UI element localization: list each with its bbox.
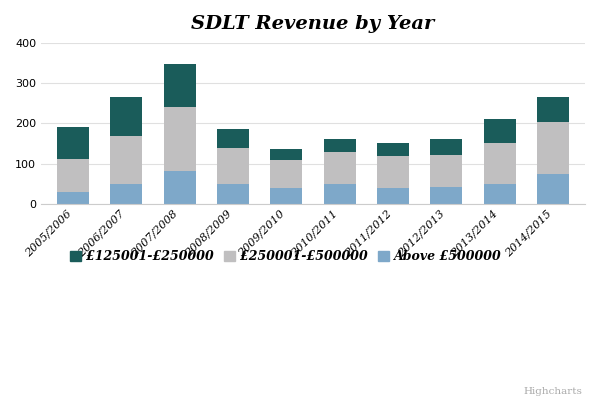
Bar — [110, 97, 142, 136]
Bar — [323, 139, 356, 152]
Bar — [57, 192, 89, 204]
Text: Highcharts: Highcharts — [523, 387, 582, 396]
Bar — [537, 174, 569, 204]
Bar — [57, 159, 89, 192]
Bar — [377, 143, 409, 156]
Bar — [484, 144, 515, 184]
Bar — [164, 171, 196, 204]
Bar — [484, 119, 515, 144]
Bar — [377, 156, 409, 188]
Bar — [484, 184, 515, 204]
Bar — [430, 139, 463, 156]
Bar — [537, 122, 569, 174]
Bar — [164, 107, 196, 171]
Bar — [323, 152, 356, 184]
Bar — [377, 188, 409, 204]
Bar — [430, 187, 463, 204]
Bar — [110, 136, 142, 184]
Bar — [217, 184, 249, 204]
Bar — [164, 64, 196, 107]
Bar — [430, 156, 463, 187]
Legend: £125001-£250000, £250001-£500000, Above £500000: £125001-£250000, £250001-£500000, Above … — [65, 245, 507, 268]
Bar — [110, 184, 142, 204]
Bar — [271, 188, 302, 204]
Bar — [57, 127, 89, 159]
Bar — [217, 148, 249, 184]
Bar — [271, 149, 302, 160]
Bar — [323, 184, 356, 204]
Bar — [537, 97, 569, 122]
Bar — [217, 129, 249, 148]
Title: SDLT Revenue by Year: SDLT Revenue by Year — [191, 15, 434, 33]
Bar — [271, 160, 302, 188]
